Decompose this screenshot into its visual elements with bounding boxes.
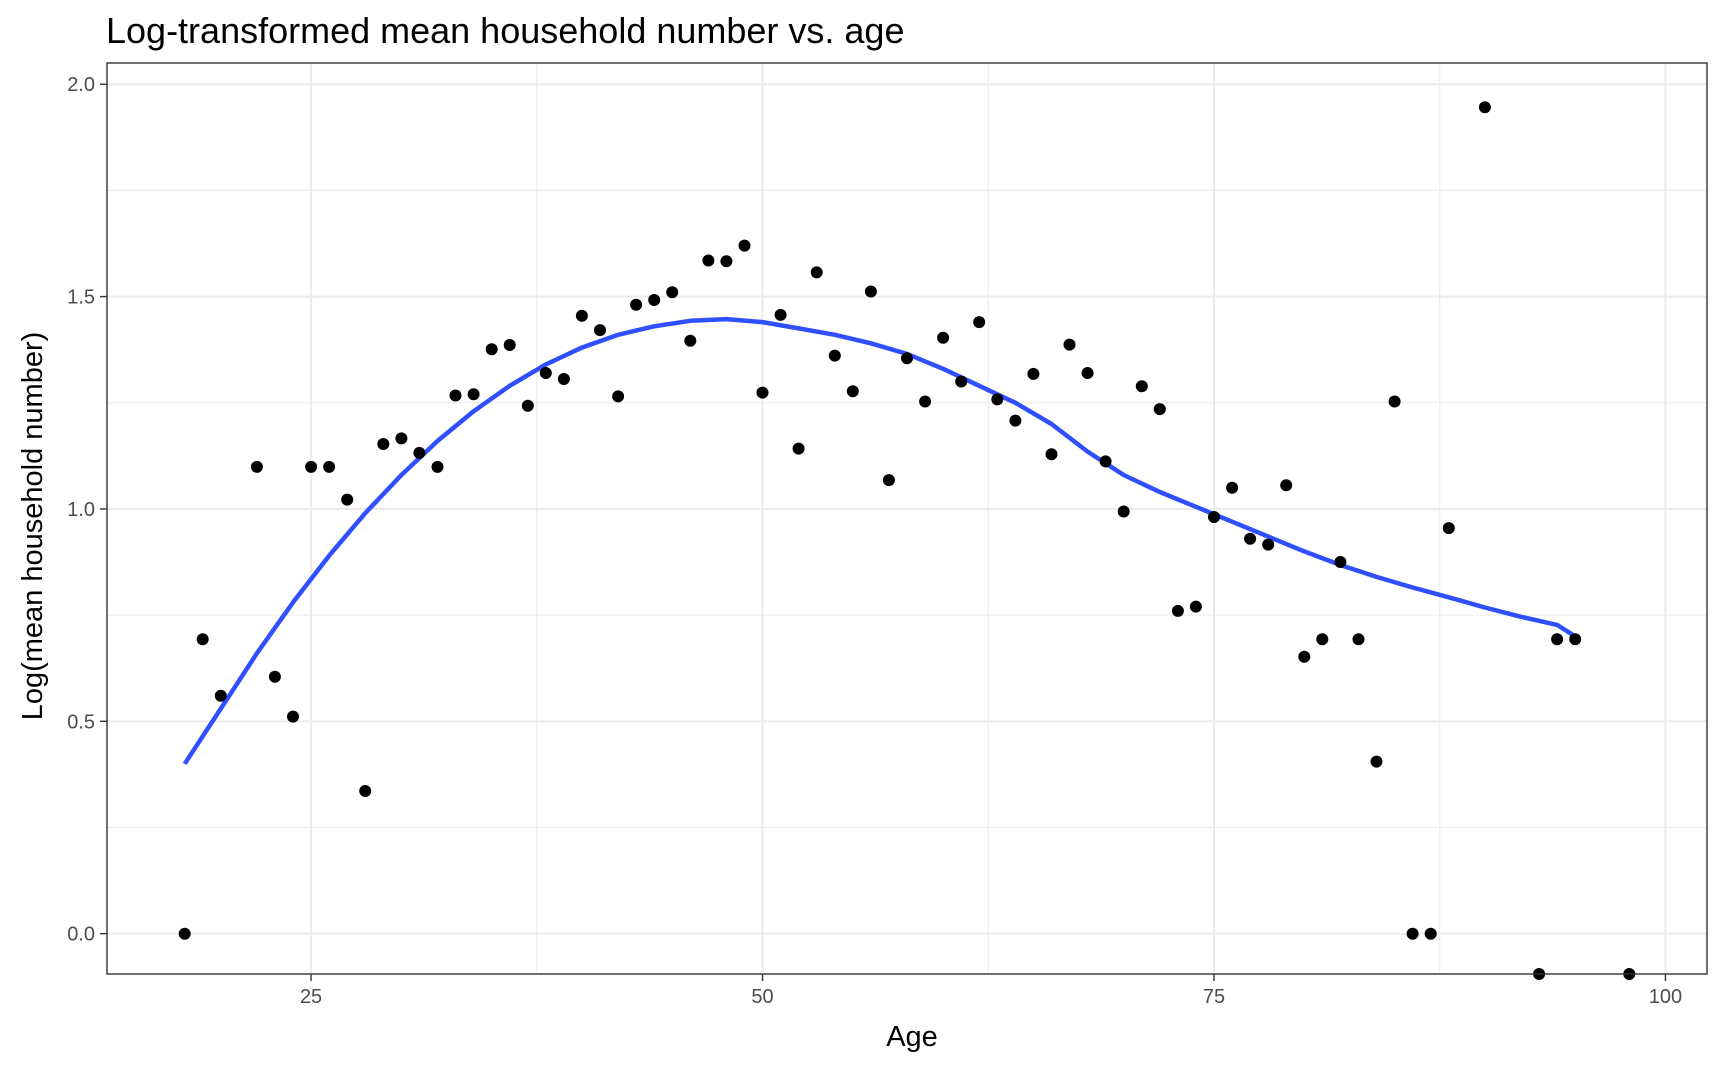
data-point xyxy=(648,294,661,306)
data-point xyxy=(1406,927,1419,940)
data-point xyxy=(630,298,643,311)
y-tick-label: 1.0 xyxy=(67,499,95,521)
data-points xyxy=(178,101,1636,980)
data-point xyxy=(1316,633,1329,646)
data-point xyxy=(521,399,534,412)
data-point xyxy=(1262,538,1275,551)
data-point xyxy=(1009,414,1022,427)
data-point xyxy=(1370,755,1383,768)
data-point xyxy=(1081,367,1094,379)
data-point xyxy=(431,460,444,473)
data-point xyxy=(341,493,354,506)
data-point xyxy=(1063,338,1076,351)
data-point xyxy=(810,266,823,279)
data-point xyxy=(684,334,697,347)
y-axis: 0.0 0.5 1.0 1.5 2.0 xyxy=(67,74,107,946)
data-point xyxy=(214,689,227,702)
data-point xyxy=(467,388,480,401)
data-point xyxy=(864,285,877,298)
data-point xyxy=(828,349,841,362)
data-point xyxy=(991,393,1004,406)
x-tick-label: 50 xyxy=(751,986,773,1008)
data-point xyxy=(1442,522,1455,535)
data-point xyxy=(268,670,281,683)
data-point xyxy=(1244,532,1257,545)
y-tick-label: 0.0 xyxy=(67,924,95,946)
data-point xyxy=(575,309,588,322)
data-point xyxy=(1189,600,1202,613)
data-point xyxy=(449,389,462,402)
data-point xyxy=(178,927,191,940)
data-point xyxy=(1117,505,1130,518)
data-point xyxy=(196,633,209,646)
data-point xyxy=(1388,395,1401,408)
y-tick-label: 2.0 xyxy=(67,74,95,96)
x-axis: 25 50 75 100 xyxy=(300,974,1682,1008)
data-point xyxy=(1478,101,1491,114)
data-point xyxy=(666,286,679,299)
data-point xyxy=(955,375,968,388)
data-point xyxy=(882,474,895,487)
data-point xyxy=(287,710,299,723)
data-point xyxy=(485,343,498,356)
x-tick-label: 75 xyxy=(1203,986,1225,1008)
data-point xyxy=(720,255,733,268)
data-point xyxy=(919,395,932,408)
y-axis-title: Log(mean household number) xyxy=(17,332,49,721)
data-point xyxy=(1569,633,1582,646)
data-point xyxy=(395,432,408,445)
data-point xyxy=(702,254,715,267)
data-point xyxy=(901,352,913,365)
chart-title: Log-transformed mean household number vs… xyxy=(106,10,904,51)
panel-border xyxy=(106,62,1708,975)
data-point xyxy=(377,438,390,450)
data-point xyxy=(1045,448,1058,461)
x-tick-label: 100 xyxy=(1649,986,1682,1008)
data-point xyxy=(594,324,606,337)
data-point xyxy=(1226,481,1239,494)
data-point xyxy=(846,385,859,398)
data-point xyxy=(557,373,570,385)
plot-panel xyxy=(107,63,1707,974)
y-tick-label: 1.5 xyxy=(67,287,95,309)
data-point xyxy=(1424,927,1437,940)
data-point xyxy=(756,386,769,399)
data-point xyxy=(612,390,625,403)
data-point xyxy=(774,308,787,321)
data-point xyxy=(937,331,950,344)
data-point xyxy=(973,316,986,329)
data-point xyxy=(413,446,426,459)
data-point xyxy=(1171,604,1184,617)
data-point xyxy=(1027,367,1040,380)
data-point xyxy=(305,460,318,473)
data-point xyxy=(1298,650,1311,663)
x-axis-title: Age xyxy=(886,1021,938,1053)
y-tick-label: 0.5 xyxy=(67,711,95,733)
data-point xyxy=(1153,403,1166,416)
data-point xyxy=(1551,633,1564,646)
data-point xyxy=(1208,511,1220,523)
data-point xyxy=(1280,479,1293,492)
data-point xyxy=(1352,633,1365,646)
data-point xyxy=(250,460,263,473)
data-point xyxy=(503,339,516,351)
data-point xyxy=(359,785,372,797)
data-point xyxy=(1099,455,1112,468)
gridlines xyxy=(107,63,1707,974)
data-point xyxy=(1135,380,1148,393)
data-point xyxy=(323,460,336,473)
data-point xyxy=(539,367,552,379)
data-point xyxy=(738,239,751,252)
data-point xyxy=(792,442,805,455)
data-point xyxy=(1334,556,1347,568)
x-tick-label: 25 xyxy=(300,986,322,1008)
